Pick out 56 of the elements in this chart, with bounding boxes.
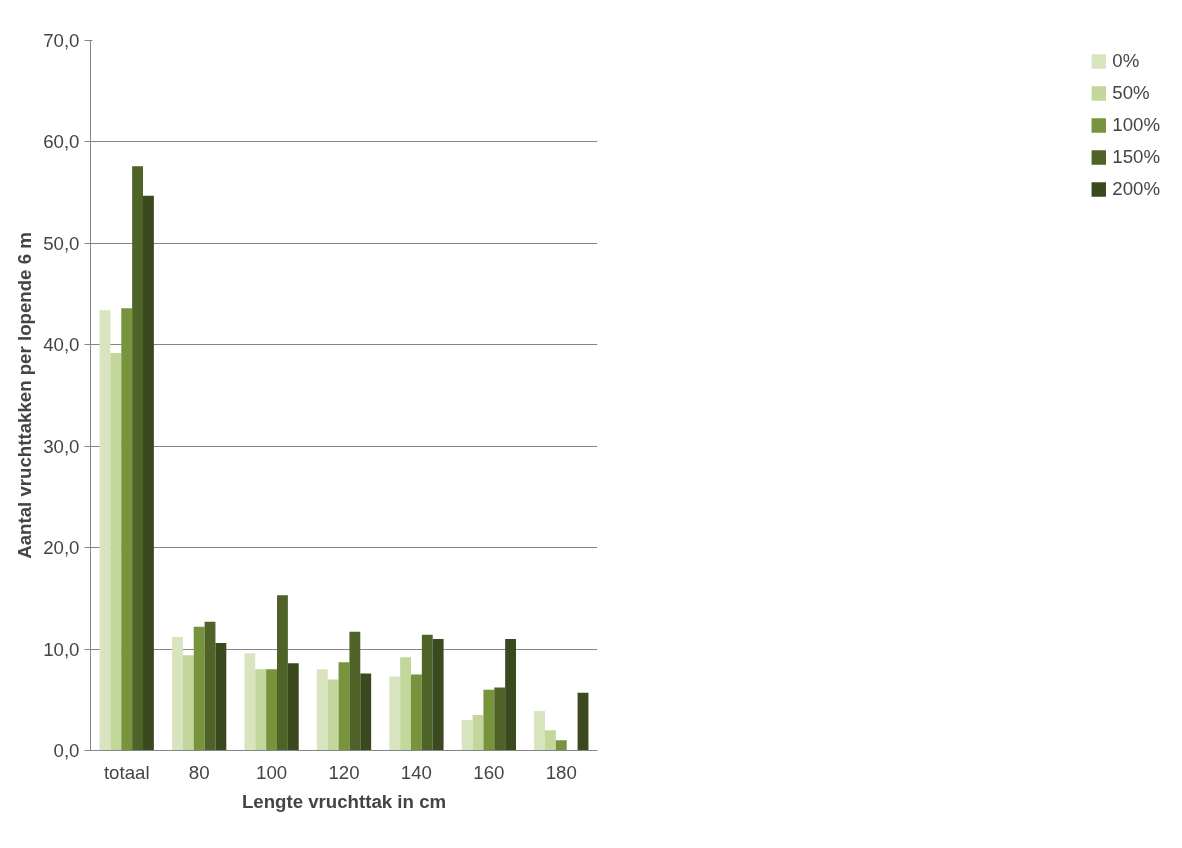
bar	[483, 689, 495, 751]
bar	[255, 669, 267, 751]
bar	[182, 655, 194, 751]
legend-label: 150%	[1112, 146, 1160, 168]
bar	[193, 626, 205, 751]
y-axis-title: Aantal vruchttakken per lopende 6 m	[14, 232, 36, 559]
bar	[244, 653, 256, 751]
bar	[400, 657, 411, 751]
bar	[461, 720, 473, 751]
x-tick-label: 180	[545, 761, 577, 783]
legend-label: 0%	[1112, 50, 1140, 72]
bar	[411, 674, 422, 751]
x-tick-label: 120	[328, 761, 360, 783]
bar	[327, 679, 339, 751]
bar	[349, 631, 361, 751]
bar	[534, 710, 545, 751]
x-tick-label: 160	[473, 761, 505, 783]
bar	[215, 642, 227, 751]
bar	[360, 673, 372, 751]
legend-label: 200%	[1112, 178, 1160, 200]
bar	[266, 669, 277, 751]
bar	[99, 310, 111, 751]
bar	[421, 634, 433, 751]
bar	[204, 621, 216, 751]
bar	[505, 638, 517, 751]
bar	[132, 166, 144, 751]
bar	[277, 595, 288, 751]
bar	[316, 669, 328, 751]
bar	[432, 638, 444, 751]
bar	[121, 308, 133, 751]
legend-label: 50%	[1112, 82, 1150, 104]
bar	[472, 715, 484, 751]
bar	[143, 195, 154, 751]
bar	[577, 692, 589, 751]
x-axis-title: Lengte vruchttak in cm	[241, 790, 447, 812]
bar	[171, 636, 183, 751]
y-tick-label: 20,0	[43, 537, 80, 559]
x-tick-label: 100	[256, 761, 288, 783]
y-tick-label: 0,0	[53, 740, 80, 761]
y-tick-label: 30,0	[43, 435, 80, 457]
x-tick-label: 140	[400, 761, 433, 783]
y-tick-label: 50,0	[43, 232, 80, 254]
bar	[389, 676, 401, 751]
bar	[287, 663, 299, 751]
x-tick-label: totaal	[103, 761, 150, 783]
bar	[110, 352, 122, 751]
y-tick-label: 10,0	[43, 638, 80, 660]
bar	[544, 730, 556, 751]
x-tick-label: 80	[188, 761, 210, 783]
y-tick-label: 70,0	[43, 30, 80, 51]
y-tick-label: 40,0	[43, 334, 80, 356]
bar	[494, 687, 506, 751]
y-tick-label: 60,0	[43, 131, 80, 153]
bar	[555, 740, 567, 751]
bar	[338, 662, 350, 751]
legend-label: 100%	[1112, 114, 1160, 136]
